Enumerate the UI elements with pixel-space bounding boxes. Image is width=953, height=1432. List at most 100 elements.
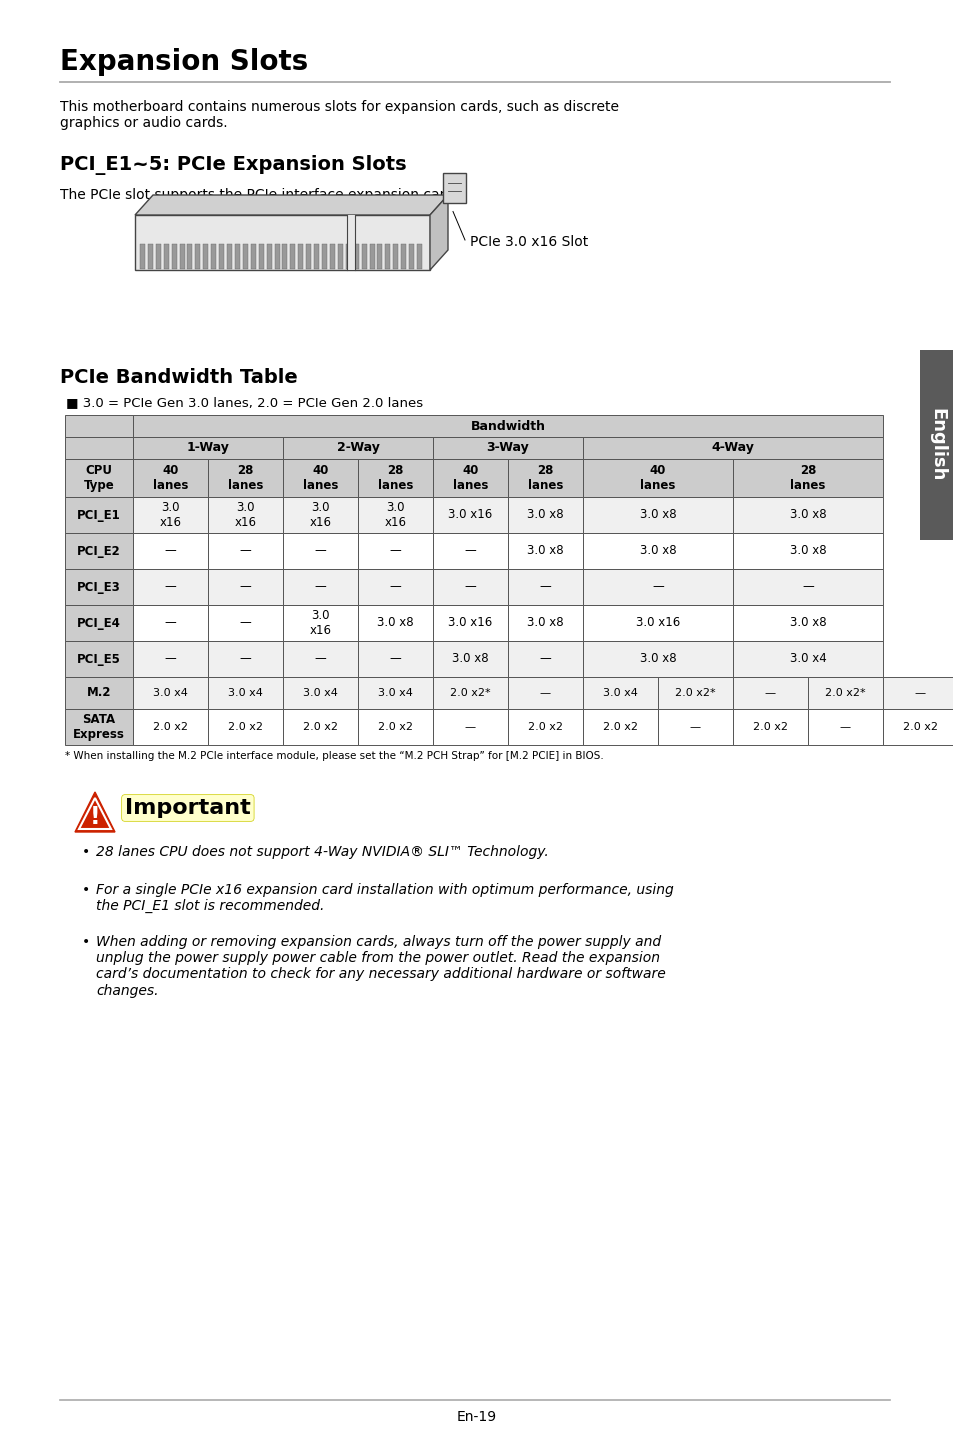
Text: This motherboard contains numerous slots for expansion cards, such as discrete
g: This motherboard contains numerous slots…: [60, 100, 618, 130]
Text: 2.0 x2*: 2.0 x2*: [675, 687, 715, 697]
Text: 3.0
x16: 3.0 x16: [159, 501, 181, 528]
Bar: [919, 349, 953, 540]
Bar: [65, 569, 132, 604]
Bar: [283, 709, 357, 745]
Text: PCI_E5: PCI_E5: [77, 653, 121, 666]
Text: CPU
Type: CPU Type: [84, 464, 114, 493]
Text: 3.0 x4: 3.0 x4: [789, 653, 825, 666]
Text: 28
lanes: 28 lanes: [228, 464, 263, 493]
Text: —: —: [689, 722, 700, 732]
Text: 3.0
x16: 3.0 x16: [234, 501, 256, 528]
Text: —: —: [239, 653, 251, 666]
Polygon shape: [75, 792, 115, 832]
Text: —: —: [389, 653, 401, 666]
Bar: [283, 497, 357, 533]
Text: —: —: [539, 653, 551, 666]
Text: PCI_E1: PCI_E1: [77, 508, 121, 521]
Bar: [330, 245, 335, 269]
Text: 28
lanes: 28 lanes: [377, 464, 413, 493]
Text: —: —: [239, 580, 251, 593]
Polygon shape: [430, 195, 448, 271]
Bar: [188, 245, 193, 269]
Text: 3.0 x8: 3.0 x8: [639, 653, 676, 666]
Bar: [283, 533, 357, 569]
Text: Expansion Slots: Expansion Slots: [60, 49, 308, 76]
Text: 2.0 x2*: 2.0 x2*: [824, 687, 865, 697]
Bar: [409, 245, 414, 269]
Bar: [732, 569, 882, 604]
Bar: [148, 245, 152, 269]
Bar: [582, 677, 658, 709]
Bar: [132, 460, 208, 497]
Text: 3.0 x8: 3.0 x8: [376, 617, 414, 630]
Bar: [433, 569, 507, 604]
Bar: [385, 245, 390, 269]
Bar: [732, 533, 882, 569]
Text: SATA
Express: SATA Express: [73, 713, 125, 740]
Bar: [267, 245, 272, 269]
Text: 3.0 x8: 3.0 x8: [452, 653, 488, 666]
Bar: [357, 642, 433, 677]
Bar: [401, 245, 406, 269]
Bar: [208, 642, 283, 677]
Bar: [208, 677, 283, 709]
Bar: [132, 642, 208, 677]
Text: 3.0 x8: 3.0 x8: [639, 544, 676, 557]
Text: —: —: [165, 617, 176, 630]
Text: PCIe Bandwidth Table: PCIe Bandwidth Table: [60, 368, 297, 387]
Text: 3.0 x4: 3.0 x4: [228, 687, 263, 697]
Text: —: —: [165, 544, 176, 557]
Bar: [357, 677, 433, 709]
Text: 3.0
x16: 3.0 x16: [384, 501, 406, 528]
Text: PCI_E4: PCI_E4: [77, 617, 121, 630]
Text: —: —: [314, 544, 326, 557]
Text: •: •: [82, 884, 91, 896]
Bar: [283, 642, 357, 677]
Bar: [132, 533, 208, 569]
Text: 3.0 x16: 3.0 x16: [636, 617, 679, 630]
Text: ■ 3.0 = PCIe Gen 3.0 lanes, 2.0 = PCIe Gen 2.0 lanes: ■ 3.0 = PCIe Gen 3.0 lanes, 2.0 = PCIe G…: [66, 397, 423, 410]
Text: 40
lanes: 40 lanes: [152, 464, 188, 493]
Text: 2.0 x2*: 2.0 x2*: [450, 687, 490, 697]
Bar: [290, 245, 295, 269]
Bar: [433, 460, 507, 497]
Bar: [132, 569, 208, 604]
Text: —: —: [839, 722, 850, 732]
Bar: [357, 460, 433, 497]
Text: 3.0
x16: 3.0 x16: [309, 609, 331, 637]
Bar: [283, 569, 357, 604]
Text: —: —: [314, 580, 326, 593]
Text: —: —: [165, 580, 176, 593]
Text: 3.0 x8: 3.0 x8: [527, 617, 563, 630]
Text: —: —: [464, 722, 476, 732]
Bar: [306, 245, 311, 269]
Bar: [251, 245, 255, 269]
Text: 28
lanes: 28 lanes: [789, 464, 825, 493]
Text: —: —: [539, 687, 551, 697]
Bar: [732, 604, 882, 642]
Bar: [65, 460, 132, 497]
Text: Bandwidth: Bandwidth: [470, 420, 545, 432]
Bar: [219, 245, 224, 269]
Bar: [732, 677, 807, 709]
Bar: [807, 677, 882, 709]
Text: 3.0 x4: 3.0 x4: [602, 687, 638, 697]
Text: 3.0 x8: 3.0 x8: [789, 508, 825, 521]
Text: —: —: [652, 580, 663, 593]
Bar: [347, 215, 355, 271]
Bar: [132, 497, 208, 533]
Bar: [433, 604, 507, 642]
Bar: [208, 497, 283, 533]
Bar: [357, 497, 433, 533]
Text: 3.0 x4: 3.0 x4: [303, 687, 337, 697]
Text: 3.0 x16: 3.0 x16: [448, 508, 492, 521]
Bar: [416, 245, 421, 269]
Bar: [203, 245, 208, 269]
Text: —: —: [464, 544, 476, 557]
Bar: [433, 437, 582, 460]
Text: 2.0 x2: 2.0 x2: [228, 722, 263, 732]
Bar: [393, 245, 397, 269]
Text: 3.0 x8: 3.0 x8: [789, 544, 825, 557]
Text: En-19: En-19: [456, 1411, 497, 1423]
Bar: [582, 642, 732, 677]
